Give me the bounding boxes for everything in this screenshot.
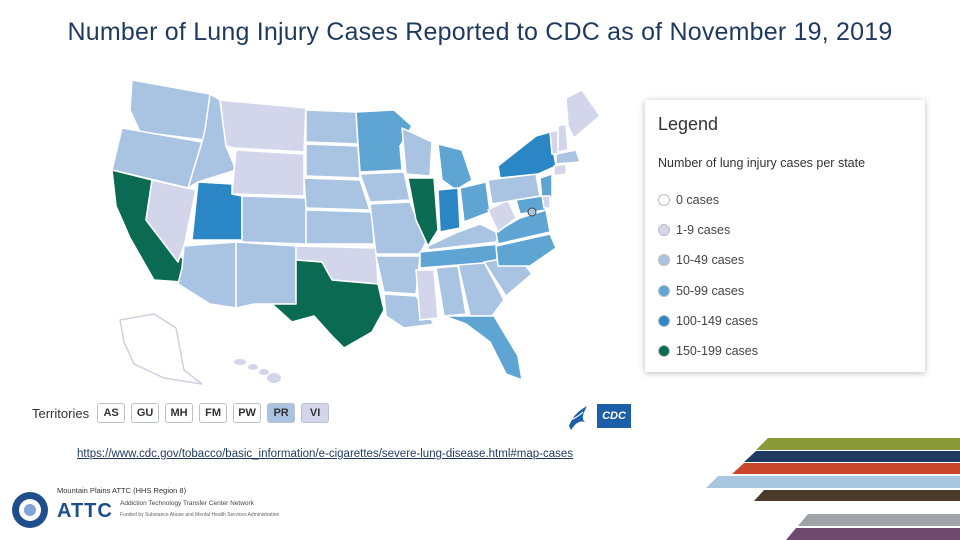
state-michigan[interactable] bbox=[437, 143, 473, 191]
state-kansas[interactable] bbox=[305, 209, 375, 245]
state-new-jersey[interactable] bbox=[539, 173, 553, 203]
territory-button-as[interactable]: AS bbox=[97, 403, 126, 423]
cdc-logo: CDC bbox=[597, 404, 631, 428]
state-arkansas[interactable] bbox=[375, 255, 421, 295]
legend-swatch bbox=[658, 285, 670, 297]
territory-button-mh[interactable]: MH bbox=[165, 403, 194, 423]
decorative-stripes bbox=[706, 438, 960, 540]
state-delaware[interactable] bbox=[541, 195, 551, 209]
legend-swatch bbox=[658, 315, 670, 327]
state-indiana[interactable] bbox=[437, 187, 461, 233]
attc-region-text: Mountain Plains ATTC (HHS Region 8) bbox=[57, 486, 187, 495]
legend-subtitle: Number of lung injury cases per state bbox=[658, 156, 866, 170]
state-ohio[interactable] bbox=[459, 181, 491, 223]
territories-label: Territories bbox=[32, 405, 90, 421]
slide-title: Number of Lung Injury Cases Reported to … bbox=[67, 18, 893, 46]
state-alaska[interactable] bbox=[119, 313, 203, 385]
legend-label: 150-199 cases bbox=[676, 344, 759, 358]
state-iowa[interactable] bbox=[359, 171, 411, 203]
attc-logo: Mountain Plains ATTC (HHS Region 8) ATTC… bbox=[10, 486, 279, 534]
state-washington[interactable] bbox=[129, 79, 211, 141]
state-arizona[interactable] bbox=[177, 241, 237, 309]
legend-swatch bbox=[658, 194, 670, 206]
legend-label: 0 cases bbox=[676, 193, 720, 207]
territory-button-gu[interactable]: GU bbox=[131, 403, 160, 423]
hhs-eagle-icon bbox=[569, 406, 587, 430]
state-mississippi[interactable] bbox=[415, 269, 439, 321]
territory-button-fm[interactable]: FM bbox=[199, 403, 228, 423]
attc-funded-text: Funded by Substance Abuse and Mental Hea… bbox=[120, 512, 280, 518]
state-maine[interactable] bbox=[565, 89, 601, 139]
state-texas[interactable] bbox=[271, 259, 385, 349]
territories-bar: Territories AS GU MH FM PW PR VI bbox=[32, 402, 335, 424]
state-maryland[interactable] bbox=[515, 195, 547, 215]
state-nebraska[interactable] bbox=[303, 177, 371, 211]
legend-swatch bbox=[658, 345, 670, 357]
us-map bbox=[111, 79, 601, 385]
state-south-dakota[interactable] bbox=[305, 143, 361, 179]
attc-name-text: ATTC bbox=[57, 500, 113, 522]
state-new-hampshire[interactable] bbox=[557, 123, 569, 153]
legend-item-10-49-cases: 10-49 cases bbox=[658, 249, 744, 271]
legend-label: 50-99 cases bbox=[676, 284, 745, 298]
stripe-brown bbox=[754, 490, 960, 501]
source-link[interactable]: https://www.cdc.gov/tobacco/basic_inform… bbox=[77, 448, 574, 460]
state-west-virginia[interactable] bbox=[487, 199, 517, 233]
legend-item-1-9-cases: 1-9 cases bbox=[658, 219, 730, 241]
attc-network-text: Addiction Technology Transfer Center Net… bbox=[120, 500, 254, 507]
legend-swatch bbox=[658, 254, 670, 266]
stripe-olive bbox=[756, 438, 960, 450]
state-florida[interactable] bbox=[443, 315, 523, 381]
legend-title: Legend bbox=[658, 114, 719, 134]
attc-emblem-icon bbox=[12, 492, 48, 528]
state-wyoming[interactable] bbox=[231, 149, 305, 197]
state-new-mexico[interactable] bbox=[235, 241, 297, 309]
state-alabama[interactable] bbox=[435, 265, 467, 317]
legend-item-150-199-cases: 150-199 cases bbox=[658, 340, 758, 362]
stripe-red bbox=[732, 463, 960, 474]
stripe-gray bbox=[798, 514, 960, 526]
territory-button-vi[interactable]: VI bbox=[301, 403, 330, 423]
legend-item-100-149-cases: 100-149 cases bbox=[658, 310, 758, 332]
legend-panel: Legend Number of lung injury cases per s… bbox=[645, 100, 925, 372]
state-hawaii[interactable] bbox=[234, 359, 281, 383]
state-north-dakota[interactable] bbox=[305, 109, 359, 145]
territory-button-pw[interactable]: PW bbox=[233, 403, 262, 423]
legend-label: 100-149 cases bbox=[676, 314, 759, 328]
state-virginia[interactable] bbox=[495, 209, 551, 245]
stripe-navy bbox=[744, 451, 960, 462]
state-massachusetts[interactable] bbox=[555, 149, 581, 165]
state-illinois[interactable] bbox=[407, 177, 439, 247]
stripe-lightblue bbox=[706, 476, 960, 488]
state-connecticut[interactable] bbox=[553, 163, 567, 177]
state-wisconsin[interactable] bbox=[401, 127, 433, 177]
state-vermont[interactable] bbox=[549, 129, 559, 155]
state-new-york[interactable] bbox=[497, 131, 557, 179]
state-north-carolina[interactable] bbox=[495, 233, 557, 267]
state-minnesota[interactable] bbox=[355, 109, 413, 173]
district-of-columbia[interactable] bbox=[527, 207, 537, 217]
state-colorado[interactable] bbox=[241, 195, 307, 245]
legend-swatch bbox=[658, 224, 670, 236]
state-montana[interactable] bbox=[219, 99, 307, 153]
legend-label: 1-9 cases bbox=[676, 223, 731, 237]
stripe-purple bbox=[786, 528, 960, 540]
legend-item-50-99-cases: 50-99 cases bbox=[658, 280, 744, 302]
legend-item-0-cases: 0 cases bbox=[658, 189, 719, 211]
state-missouri[interactable] bbox=[369, 201, 427, 255]
territory-button-pr[interactable]: PR bbox=[267, 403, 296, 423]
legend-label: 10-49 cases bbox=[676, 253, 745, 267]
